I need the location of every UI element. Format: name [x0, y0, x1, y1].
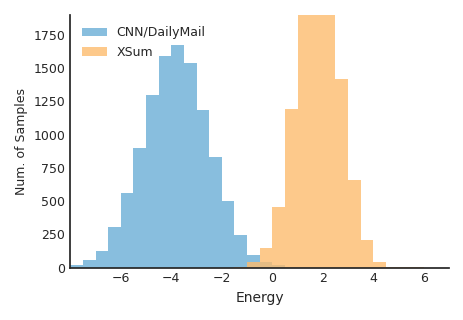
- Bar: [272, 207, 284, 268]
- X-axis label: Energy: Energy: [235, 291, 283, 305]
- Bar: [272, 265, 284, 268]
- Bar: [360, 240, 372, 268]
- Bar: [120, 193, 133, 268]
- Bar: [284, 109, 297, 268]
- Bar: [234, 267, 246, 268]
- Bar: [246, 262, 259, 268]
- Bar: [309, 0, 322, 268]
- Bar: [234, 235, 246, 268]
- Bar: [209, 157, 221, 268]
- Legend: CNN/DailyMail, XSum: CNN/DailyMail, XSum: [76, 21, 210, 63]
- Y-axis label: Num. of Samples: Num. of Samples: [15, 88, 28, 195]
- Bar: [297, 0, 309, 268]
- Bar: [246, 254, 259, 268]
- Bar: [83, 260, 95, 268]
- Bar: [347, 180, 360, 268]
- Bar: [70, 265, 83, 268]
- Bar: [259, 248, 272, 268]
- Bar: [385, 267, 398, 268]
- Bar: [133, 148, 146, 268]
- Bar: [372, 262, 385, 268]
- Bar: [221, 201, 234, 268]
- Bar: [171, 44, 183, 268]
- Bar: [183, 63, 196, 268]
- Bar: [322, 0, 335, 268]
- Bar: [158, 56, 171, 268]
- Bar: [259, 262, 272, 268]
- Bar: [95, 251, 108, 268]
- Bar: [108, 227, 120, 268]
- Bar: [335, 79, 347, 268]
- Bar: [146, 95, 158, 268]
- Bar: [196, 110, 209, 268]
